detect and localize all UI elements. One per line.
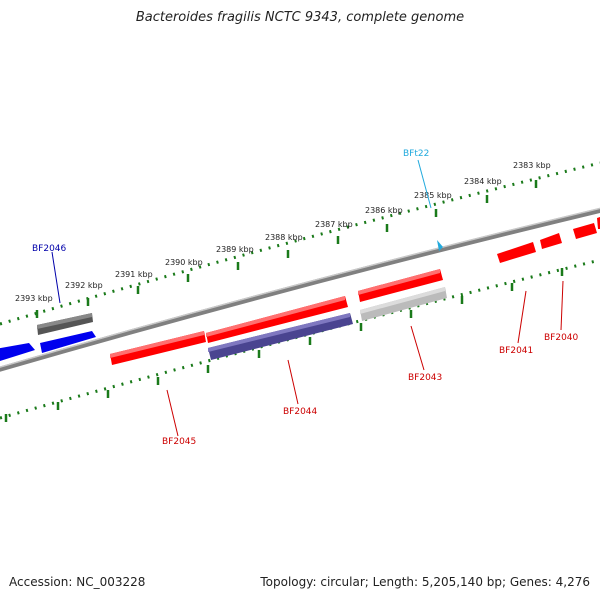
lower-major-ticks xyxy=(4,268,564,422)
scale-label: 2386 kbp xyxy=(365,206,403,215)
leader-bf2046 xyxy=(51,251,61,304)
gene-edge[interactable] xyxy=(597,217,600,229)
genes-forward-strand xyxy=(37,217,600,343)
gene-label-bf2045[interactable]: BF2045 xyxy=(162,437,196,447)
gene-bf2041[interactable] xyxy=(497,242,536,263)
gene-label-bf2046[interactable]: BF2046 xyxy=(32,244,67,254)
scale-labels: 2393 kbp 2392 kbp 2391 kbp 2390 kbp 2389… xyxy=(15,161,551,303)
scale-label: 2390 kbp xyxy=(165,258,203,267)
gene-bf2045-shade xyxy=(110,331,204,358)
gene-bf2046-blue[interactable] xyxy=(40,331,96,353)
gene-next[interactable] xyxy=(573,223,597,239)
scale-label: 2392 kbp xyxy=(65,281,103,290)
gene-bf2040[interactable] xyxy=(540,233,562,249)
gene-bf2046-grey-shade xyxy=(37,313,92,329)
gene-bf2043-grey-shade xyxy=(360,287,445,314)
genome-title: Bacteroides fragilis NCTC 9343, complete… xyxy=(135,10,465,25)
bft22-marker[interactable] xyxy=(437,240,443,251)
scale-label: 2383 kbp xyxy=(513,161,551,170)
gene-label-bf2044[interactable]: BF2044 xyxy=(283,407,318,417)
gene-left-blue[interactable] xyxy=(0,343,35,361)
gene-label-bf2040[interactable]: BF2040 xyxy=(544,333,579,343)
scale-label: 2391 kbp xyxy=(115,270,153,279)
genome-backbone xyxy=(0,207,600,372)
scale-label: 2388 kbp xyxy=(265,233,303,242)
leader-bft22 xyxy=(417,159,432,209)
upper-tick-track xyxy=(0,161,600,326)
scale-label: 2393 kbp xyxy=(15,294,53,303)
upper-major-ticks xyxy=(35,180,538,318)
gene-bf2043-shade xyxy=(358,269,440,295)
leader-bf2045 xyxy=(166,389,179,437)
leader-bf2040 xyxy=(560,280,564,331)
gene-label-bf2041[interactable]: BF2041 xyxy=(499,346,533,356)
genome-backbone-highlight xyxy=(0,207,600,368)
gene-labels: BF2046 BFt22 BF2045 BF2044 BF2043 BF2041… xyxy=(32,149,579,447)
genes-reverse-strand xyxy=(0,287,447,365)
label-leader-lines xyxy=(51,159,564,437)
genome-summary-text: Topology: circular; Length: 5,205,140 bp… xyxy=(260,575,590,589)
scale-label: 2385 kbp xyxy=(414,191,452,200)
leader-bf2044 xyxy=(287,359,299,405)
leader-bf2043 xyxy=(410,325,425,371)
leader-bf2041 xyxy=(517,290,527,344)
gene-label-bft22[interactable]: BFt22 xyxy=(403,149,429,159)
accession-text: Accession: NC_003228 xyxy=(9,575,146,589)
gene-label-bf2043[interactable]: BF2043 xyxy=(408,373,442,383)
gene-bf2044a-shade xyxy=(206,296,345,337)
scale-label: 2389 kbp xyxy=(216,245,254,254)
scale-label: 2387 kbp xyxy=(315,220,353,229)
scale-label: 2384 kbp xyxy=(464,177,502,186)
gene-bf2044b-shade xyxy=(208,313,350,352)
